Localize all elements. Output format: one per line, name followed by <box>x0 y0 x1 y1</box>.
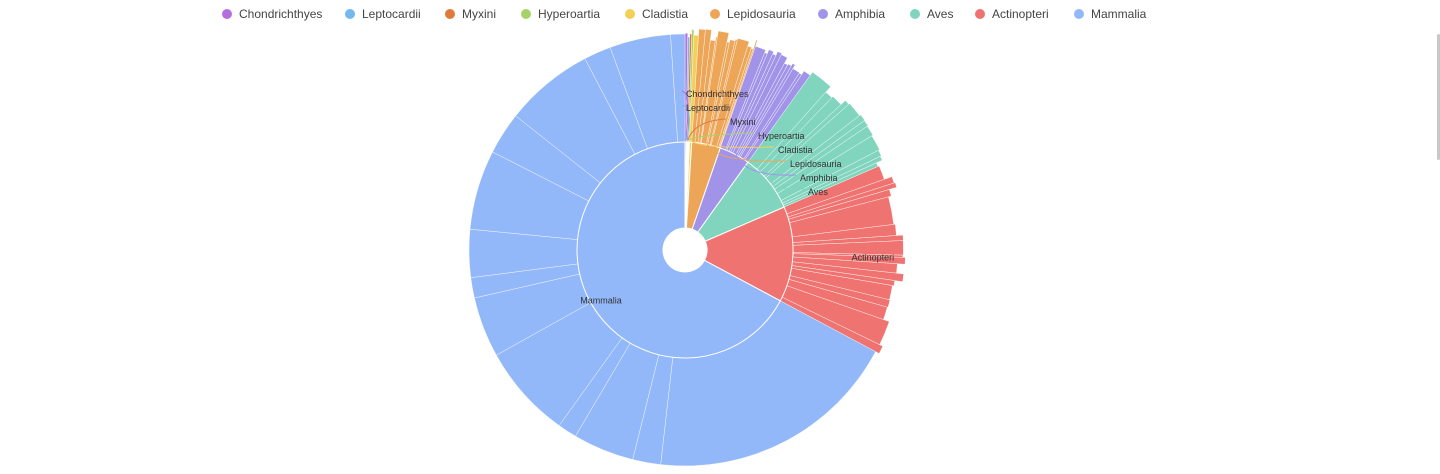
leader-line-hyperoartia <box>688 132 755 141</box>
slice-label-myxini: Myxini <box>730 117 756 127</box>
leader-line-myxini <box>687 118 727 141</box>
slice-label-hyperoartia: Hyperoartia <box>758 131 805 141</box>
legend-label: Chondrichthyes <box>239 7 323 21</box>
chart-legend: Chondrichthyes Leptocardii Myxini Hyperoart… <box>0 4 1440 26</box>
legend-label: Mammalia <box>1091 7 1147 21</box>
legend-dot <box>975 9 985 19</box>
legend-item-cladistia[interactable]: Cladistia <box>625 4 688 24</box>
legend-label: Lepidosauria <box>727 7 796 21</box>
legend-dot <box>345 9 355 19</box>
scrollbar[interactable] <box>1437 34 1440 160</box>
legend-dot <box>445 9 455 19</box>
legend-item-hyperoartia[interactable]: Hyperoartia <box>521 4 600 24</box>
inner-ring <box>576 141 794 359</box>
legend-label: Aves <box>927 7 954 21</box>
legend-dot <box>818 9 828 19</box>
leader-line-cladistia <box>690 139 775 148</box>
leader-line-chondrichthyes <box>681 90 689 141</box>
legend-item-lepidosauria[interactable]: Lepidosauria <box>710 4 796 24</box>
legend-item-amphibia[interactable]: Amphibia <box>818 4 885 24</box>
slice-label-actinopteri: Actinopteri <box>852 253 895 263</box>
legend-dot <box>1074 9 1084 19</box>
slice-label-aves: Aves <box>808 187 828 197</box>
leader-line-amphibia <box>735 152 797 176</box>
legend-dot <box>625 9 635 19</box>
legend-item-mammalia[interactable]: Mammalia <box>1074 4 1146 24</box>
slice-labels: Chondrichthyes LeptocardiiMyxiniHyperoart… <box>580 89 894 305</box>
legend-item-leptocardii[interactable]: Leptocardii <box>345 4 421 24</box>
slice-label-mammalia: Mammalia <box>580 295 622 305</box>
leader-line-lepidosauria <box>706 141 787 162</box>
legend-label: Actinopteri <box>992 7 1049 21</box>
inner-slice-actinopteri[interactable] <box>703 206 794 302</box>
legend-label: Cladistia <box>642 7 689 21</box>
slice-label-amphibia: Amphibia <box>800 173 838 183</box>
slice-label-lepidosauria: Lepidosauria <box>790 159 842 169</box>
leader-line-aves <box>770 180 805 190</box>
legend-dot <box>710 9 720 19</box>
legend-dot <box>222 9 232 19</box>
inner-slice-mammalia[interactable] <box>576 141 781 359</box>
outer-ring <box>468 28 906 467</box>
legend-label: Leptocardii <box>362 7 421 21</box>
legend-label: Amphibia <box>835 7 886 21</box>
slice-label-cladistia: Cladistia <box>778 145 813 155</box>
legend-label: Myxini <box>462 7 497 21</box>
legend-item-chondrichthyes[interactable]: Chondrichthyes <box>222 4 322 24</box>
legend-label: Hyperoartia <box>538 7 601 21</box>
legend-item-myxini[interactable]: Myxini <box>445 4 496 24</box>
legend-dot <box>910 9 920 19</box>
slice-label-leptocardii: Leptocardii <box>686 103 730 113</box>
slice-label-chondrichthyes: Chondrichthyes <box>686 89 749 99</box>
leader-lines <box>681 90 805 190</box>
legend-dot <box>521 9 531 19</box>
legend-item-actinopteri[interactable]: Actinopteri <box>975 4 1049 24</box>
leader-line-leptocardii <box>681 104 690 141</box>
legend-item-aves[interactable]: Aves <box>910 4 953 24</box>
